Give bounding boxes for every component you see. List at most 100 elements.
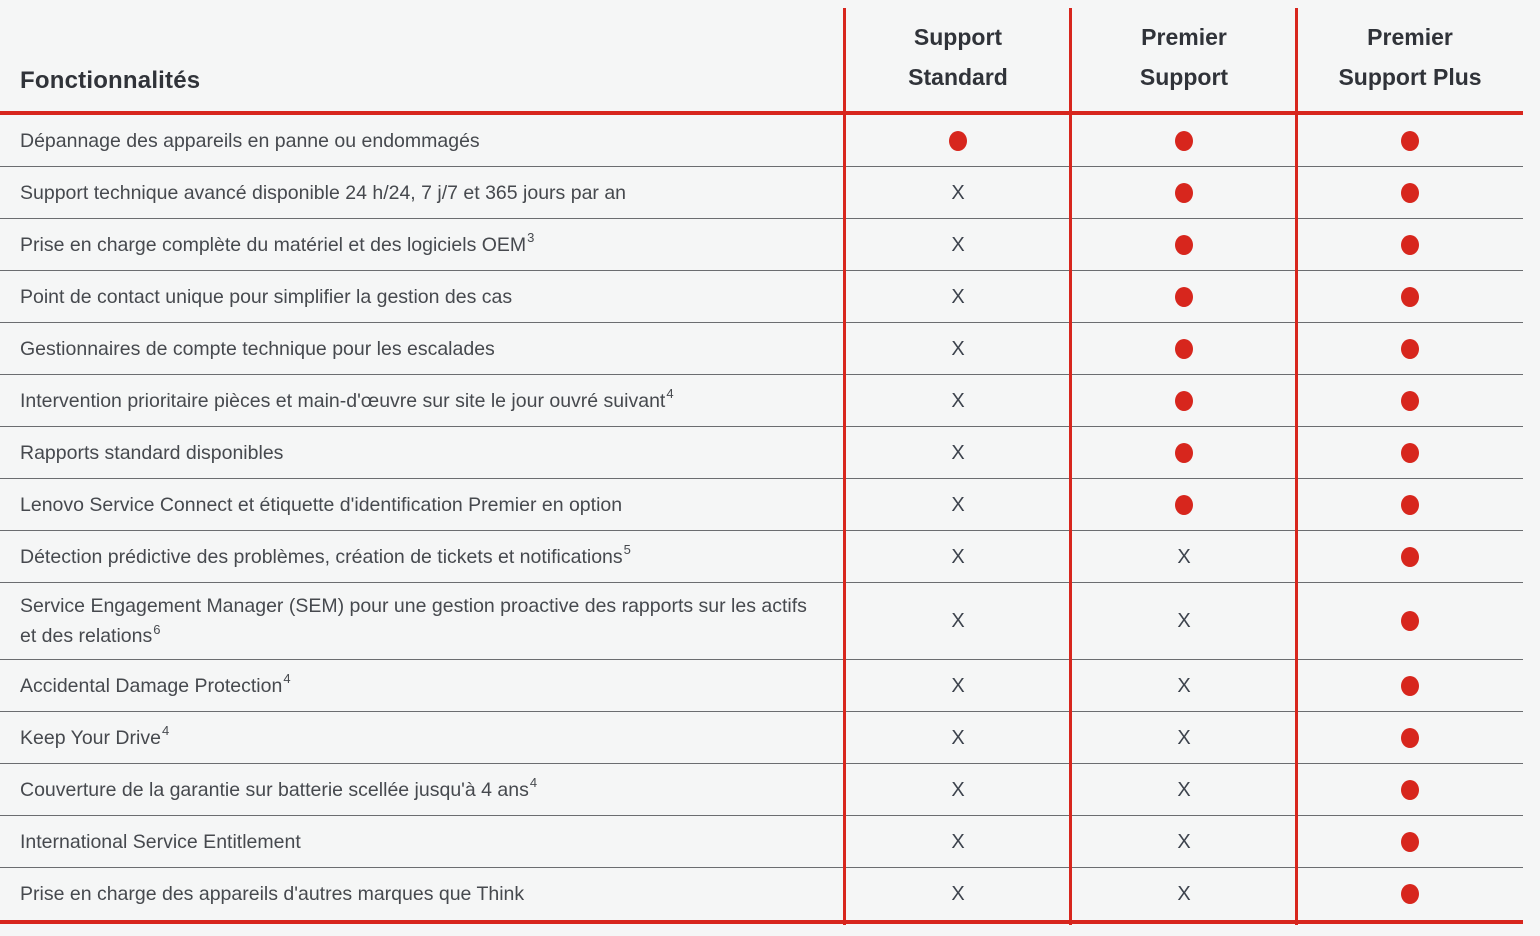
included-dot-icon (1175, 182, 1193, 203)
not-included-x-mark: X (1177, 610, 1191, 632)
value-cell: X (1071, 583, 1297, 659)
feature-label: Dépannage des appareils en panne ou endo… (0, 115, 845, 166)
not-included-x-mark: X (1177, 545, 1191, 568)
not-included-x-mark: X (951, 493, 965, 516)
value-cell (1297, 764, 1523, 815)
feature-label: Prise en charge des appareils d'autres m… (0, 868, 845, 920)
not-included-x-mark: X (1177, 674, 1191, 697)
feature-label: Service Engagement Manager (SEM) pour un… (0, 583, 845, 659)
not-included-x-mark: X (1177, 883, 1191, 905)
value-cell: X (1071, 531, 1297, 582)
column-header-premier-support-plus: Premier Support Plus (1338, 23, 1482, 90)
included-dot-icon (1401, 234, 1419, 255)
feature-label: Prise en charge complète du matériel et … (0, 219, 845, 270)
table-bottom-border (0, 920, 1523, 924)
not-included-x-mark: X (1177, 726, 1191, 749)
footnote-superscript: 4 (529, 775, 538, 790)
included-dot-icon (1401, 390, 1419, 411)
feature-row: Keep Your Drive4 X X (0, 712, 1523, 764)
included-dot-icon (1175, 442, 1193, 463)
value-cell (1297, 868, 1523, 920)
feature-text: Lenovo Service Connect et étiquette d'id… (20, 493, 623, 516)
column-header-premier-support: Premier Support (1139, 23, 1229, 90)
feature-text: Service Engagement Manager (SEM) pour un… (20, 595, 807, 647)
feature-row: Rapports standard disponibles X (0, 427, 1523, 479)
feature-label: International Service Entitlement (0, 816, 845, 867)
feature-label: Accidental Damage Protection4 (0, 660, 845, 711)
value-cell (1297, 323, 1523, 374)
included-dot-icon (1401, 831, 1419, 852)
value-cell: X (845, 323, 1071, 374)
value-cell: X (845, 271, 1071, 322)
feature-label: Rapports standard disponibles (0, 427, 845, 478)
feature-text: Dépannage des appareils en panne ou endo… (20, 129, 480, 152)
not-included-x-mark: X (951, 337, 965, 360)
value-cell (1297, 375, 1523, 426)
included-dot-icon (1401, 130, 1419, 151)
not-included-x-mark: X (951, 181, 965, 204)
feature-text: Couverture de la garantie sur batterie s… (20, 775, 538, 801)
included-dot-icon (1175, 286, 1193, 307)
feature-text: Support technique avancé disponible 24 h… (20, 181, 627, 204)
value-cell (1071, 375, 1297, 426)
value-cell: X (845, 219, 1071, 270)
included-dot-icon (1401, 884, 1419, 904)
feature-label: Keep Your Drive4 (0, 712, 845, 763)
value-cell (1297, 816, 1523, 867)
included-dot-icon (1401, 494, 1419, 515)
included-dot-icon (1175, 234, 1193, 255)
value-cell (1071, 479, 1297, 530)
column-header-support-standard: Support Standard (908, 23, 1008, 90)
support-plans-comparison-table: Fonctionnalités Support Standard Premier… (0, 0, 1523, 925)
feature-text: International Service Entitlement (20, 830, 301, 853)
feature-row: Prise en charge complète du matériel et … (0, 219, 1523, 271)
table-body: Dépannage des appareils en panne ou endo… (0, 115, 1523, 920)
not-included-x-mark: X (1177, 830, 1191, 853)
included-dot-icon (1401, 546, 1419, 567)
table-header-row: Fonctionnalités Support Standard Premier… (0, 0, 1523, 115)
value-cell: X (845, 764, 1071, 815)
feature-row: Service Engagement Manager (SEM) pour un… (0, 583, 1523, 660)
feature-row: Point de contact unique pour simplifier … (0, 271, 1523, 323)
footnote-superscript: 4 (283, 671, 291, 686)
value-cell: X (1071, 660, 1297, 711)
not-included-x-mark: X (951, 545, 965, 568)
value-cell (1297, 271, 1523, 322)
not-included-x-mark: X (1177, 778, 1191, 801)
feature-row: Prise en charge des appareils d'autres m… (0, 868, 1523, 920)
feature-row: Dépannage des appareils en panne ou endo… (0, 115, 1523, 167)
feature-label: Lenovo Service Connect et étiquette d'id… (0, 479, 845, 530)
value-cell (1071, 115, 1297, 166)
feature-label: Intervention prioritaire pièces et main-… (0, 375, 845, 426)
included-dot-icon (1401, 442, 1419, 463)
value-cell (1297, 479, 1523, 530)
included-dot-icon (1401, 779, 1419, 800)
not-included-x-mark: X (951, 285, 965, 308)
feature-row: Gestionnaires de compte technique pour l… (0, 323, 1523, 375)
feature-row: Lenovo Service Connect et étiquette d'id… (0, 479, 1523, 531)
feature-row: Détection prédictive des problèmes, créa… (0, 531, 1523, 583)
feature-text: Intervention prioritaire pièces et main-… (20, 386, 674, 412)
value-cell: X (1071, 712, 1297, 763)
value-cell (1297, 115, 1523, 166)
feature-row: Intervention prioritaire pièces et main-… (0, 375, 1523, 427)
feature-row: Couverture de la garantie sur batterie s… (0, 764, 1523, 816)
feature-text: Point de contact unique pour simplifier … (20, 285, 513, 308)
value-cell: X (845, 375, 1071, 426)
value-cell (1071, 271, 1297, 322)
not-included-x-mark: X (951, 441, 965, 464)
not-included-x-mark: X (951, 726, 965, 749)
value-cell (1297, 660, 1523, 711)
value-cell: X (845, 816, 1071, 867)
value-cell (1297, 531, 1523, 582)
not-included-x-mark: X (951, 778, 965, 801)
value-cell: X (845, 531, 1071, 582)
not-included-x-mark: X (951, 610, 965, 632)
included-dot-icon (1175, 390, 1193, 411)
feature-row: Support technique avancé disponible 24 h… (0, 167, 1523, 219)
feature-text: Accidental Damage Protection4 (20, 671, 291, 697)
not-included-x-mark: X (951, 883, 965, 905)
value-cell: X (845, 427, 1071, 478)
included-dot-icon (1401, 611, 1419, 631)
